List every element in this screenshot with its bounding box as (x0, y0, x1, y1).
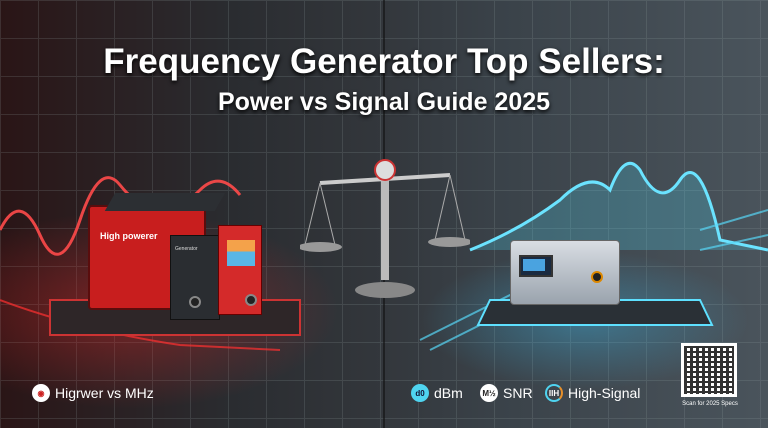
qr-code[interactable] (681, 343, 737, 397)
blue-waveform (469, 161, 768, 252)
device-brand: High powerer (100, 231, 158, 241)
knob-icon (591, 271, 603, 283)
page-subtitle: Power vs Signal Guide 2025 (217, 88, 551, 116)
knob-icon (189, 296, 201, 308)
page-title: Frequency Generator Top Sellers: (103, 42, 665, 81)
control-panel (218, 225, 262, 315)
label-dbm: d0 dBm (411, 384, 463, 402)
label-text: High-Signal (568, 385, 641, 401)
qr-pattern (684, 346, 734, 394)
module-label: Generator (175, 246, 198, 252)
signal-bars-icon: IIH (545, 384, 563, 402)
balance-scale-icon (300, 159, 470, 298)
mhz-badge-icon: M½ (480, 384, 498, 402)
label-power: ◉ Higrwer vs MHz (32, 384, 154, 402)
label-high-signal: IIH High-Signal (545, 384, 640, 402)
label-text: Higrwer vs MHz (55, 385, 154, 401)
generator-module: Generator (170, 235, 220, 320)
display-screen (227, 240, 255, 266)
qr-caption: Scan for 2025 Specs (682, 401, 738, 407)
blue-base-outline (476, 299, 714, 326)
label-text: SNR (503, 385, 533, 401)
d0-badge-icon: d0 (411, 384, 429, 402)
screen-readout (523, 259, 545, 271)
label-snr: M½ SNR (480, 384, 533, 402)
label-text: dBm (434, 385, 463, 401)
red-waveform (0, 176, 242, 256)
knob-icon (245, 294, 257, 306)
signal-generator-device (510, 240, 620, 305)
ring-icon: ◉ (32, 384, 50, 402)
vent-top (104, 193, 226, 211)
